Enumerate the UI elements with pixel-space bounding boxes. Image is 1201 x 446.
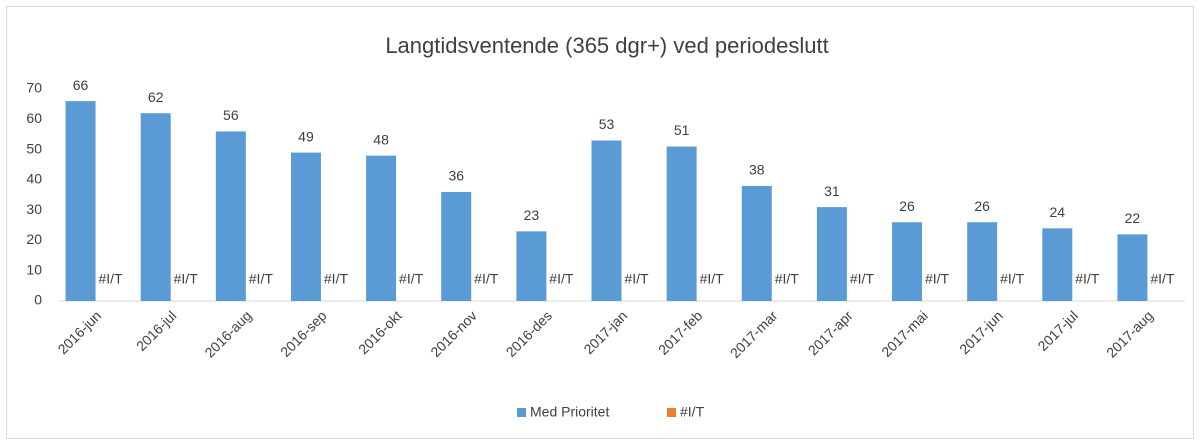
legend-label: #I/T bbox=[680, 404, 705, 420]
y-tick-label: 0 bbox=[34, 292, 42, 308]
data-label: 48 bbox=[373, 131, 389, 147]
data-label: 38 bbox=[749, 162, 765, 178]
data-label: #I/T bbox=[775, 271, 800, 287]
bar bbox=[516, 231, 547, 301]
data-label: 31 bbox=[824, 183, 840, 199]
data-label: 53 bbox=[599, 116, 615, 132]
legend-label: Med Prioritet bbox=[530, 404, 609, 420]
data-label: 24 bbox=[1050, 204, 1066, 220]
bar bbox=[1042, 228, 1073, 301]
data-label: 51 bbox=[674, 122, 690, 138]
data-label: #I/T bbox=[174, 271, 199, 287]
bar bbox=[290, 152, 321, 301]
bar bbox=[366, 155, 397, 301]
data-label: #I/T bbox=[1150, 271, 1175, 287]
data-label: #I/T bbox=[1075, 271, 1100, 287]
data-label: 26 bbox=[899, 198, 915, 214]
data-label: 23 bbox=[524, 207, 540, 223]
bar bbox=[65, 101, 96, 301]
legend-swatch bbox=[667, 408, 676, 417]
bar bbox=[441, 191, 472, 301]
y-tick-label: 30 bbox=[26, 201, 42, 217]
y-tick-label: 20 bbox=[26, 231, 42, 247]
bar bbox=[591, 140, 622, 301]
data-label: #I/T bbox=[624, 271, 649, 287]
bar bbox=[741, 185, 772, 301]
data-label: 62 bbox=[148, 89, 164, 105]
y-tick-label: 10 bbox=[26, 261, 42, 277]
data-label: #I/T bbox=[99, 271, 124, 287]
data-label: 66 bbox=[73, 77, 89, 93]
data-label: #I/T bbox=[1000, 271, 1025, 287]
y-tick-label: 60 bbox=[26, 110, 42, 126]
data-label: #I/T bbox=[324, 271, 349, 287]
bar bbox=[1117, 234, 1148, 301]
y-tick-label: 70 bbox=[26, 80, 42, 96]
bar bbox=[666, 146, 697, 301]
data-label: #I/T bbox=[399, 271, 424, 287]
y-tick-label: 50 bbox=[26, 140, 42, 156]
bar bbox=[892, 222, 923, 301]
data-label: #I/T bbox=[850, 271, 875, 287]
chart-title: Langtidsventende (365 dgr+) ved periodes… bbox=[385, 33, 828, 58]
bar bbox=[816, 207, 847, 301]
data-label: #I/T bbox=[249, 271, 274, 287]
data-label: #I/T bbox=[700, 271, 725, 287]
data-label: 26 bbox=[974, 198, 990, 214]
bar bbox=[215, 131, 246, 301]
y-tick-label: 40 bbox=[26, 171, 42, 187]
data-label: 36 bbox=[448, 168, 464, 184]
data-label: 56 bbox=[223, 107, 239, 123]
data-label: #I/T bbox=[474, 271, 499, 287]
legend-swatch bbox=[517, 408, 526, 417]
bar bbox=[967, 222, 998, 301]
data-label: #I/T bbox=[549, 271, 574, 287]
bar bbox=[140, 113, 171, 301]
data-label: 22 bbox=[1125, 210, 1141, 226]
data-label: #I/T bbox=[925, 271, 950, 287]
data-label: 49 bbox=[298, 128, 314, 144]
